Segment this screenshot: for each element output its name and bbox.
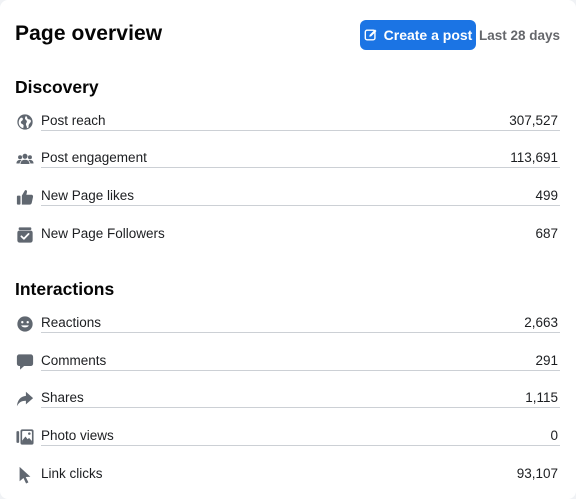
date-range-label[interactable]: Last 28 days <box>478 28 560 43</box>
metric-row-link-clicks[interactable]: Link clicks 93,107 <box>15 464 560 486</box>
metric-label: Link clicks <box>41 466 103 481</box>
share-arrow-icon <box>15 389 34 408</box>
metric-label: Shares <box>41 390 84 405</box>
metric-row-new-page-followers[interactable]: New Page Followers 687 <box>15 224 560 246</box>
row-divider <box>41 370 560 371</box>
metric-row-post-engagement[interactable]: Post engagement 113,691 <box>15 148 560 170</box>
create-post-label: Create a post <box>383 27 473 43</box>
smiley-icon <box>15 314 34 333</box>
row-divider <box>41 167 560 168</box>
globe-icon <box>15 112 34 131</box>
card-header: Page overview Create a post Last 28 days <box>15 18 560 52</box>
metric-value: 1,115 <box>525 390 558 405</box>
metric-value: 0 <box>550 428 558 443</box>
metric-value: 307,527 <box>509 113 558 128</box>
metric-value: 291 <box>535 353 558 368</box>
metric-label: Post reach <box>41 113 106 128</box>
metric-label: Comments <box>41 353 107 368</box>
metric-row-photo-views[interactable]: Photo views 0 <box>15 426 560 448</box>
row-divider <box>41 445 560 446</box>
follow-check-icon <box>15 225 34 244</box>
metric-value: 113,691 <box>510 150 558 165</box>
metric-label: New Page Followers <box>41 226 165 241</box>
thumbs-up-icon <box>15 187 34 206</box>
cursor-icon <box>15 465 34 484</box>
discovery-title: Discovery <box>15 77 99 97</box>
row-divider <box>41 205 560 206</box>
metric-row-new-page-likes[interactable]: New Page likes 499 <box>15 186 560 208</box>
row-divider <box>41 407 560 408</box>
metric-label: New Page likes <box>41 188 135 203</box>
edit-icon <box>364 29 377 41</box>
page-title: Page overview <box>15 22 163 45</box>
metric-value: 499 <box>535 188 558 203</box>
metric-label: Post engagement <box>41 150 147 165</box>
row-divider <box>41 130 560 131</box>
metric-label: Photo views <box>41 428 114 443</box>
interactions-title: Interactions <box>15 279 115 299</box>
create-post-button[interactable]: Create a post <box>360 20 476 50</box>
metric-value: 2,663 <box>524 315 558 330</box>
metric-row-post-reach[interactable]: Post reach 307,527 <box>15 111 560 133</box>
metric-row-comments[interactable]: Comments 291 <box>15 351 560 373</box>
row-divider <box>41 332 560 333</box>
metric-label: Reactions <box>41 315 102 330</box>
photo-icon <box>15 427 34 446</box>
comment-bubble-icon <box>15 352 34 371</box>
metric-value: 93,107 <box>516 466 558 481</box>
metric-value: 687 <box>535 226 558 241</box>
metric-row-shares[interactable]: Shares 1,115 <box>15 388 560 410</box>
metric-row-reactions[interactable]: Reactions 2,663 <box>15 313 560 335</box>
people-icon <box>15 149 34 168</box>
